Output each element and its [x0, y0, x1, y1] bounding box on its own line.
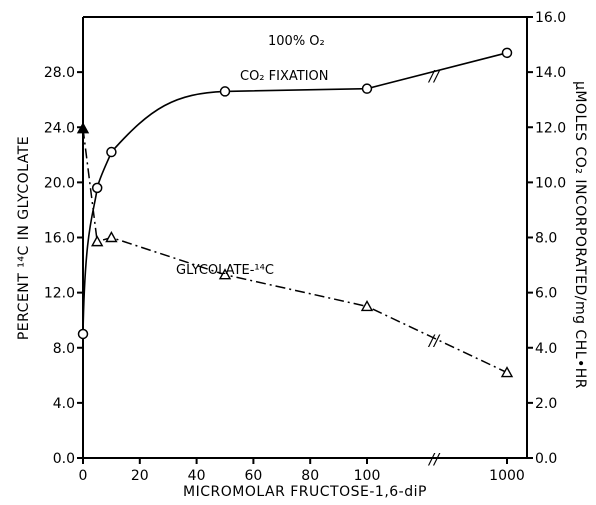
- glycolate-break-mark: //: [427, 331, 441, 349]
- left-tick-label: 16.0: [44, 231, 75, 247]
- x-tick-label: 20: [131, 468, 149, 484]
- x-tick-label: 1000: [489, 468, 525, 484]
- glycolate-label: GLYCOLATE-¹⁴C: [176, 263, 274, 278]
- right-tick-label: 4.0: [535, 341, 557, 357]
- oxygen-annotation: 100% O₂: [268, 34, 325, 49]
- right-tick-label: 12.0: [535, 120, 566, 136]
- y-axis-title-left: PERCENT ¹⁴C IN GLYCOLATE: [16, 136, 32, 340]
- co2-fixation-break-mark: //: [427, 67, 441, 85]
- left-tick-label: 12.0: [44, 286, 75, 302]
- x-axis-ticks: 0 20 40 60 80 100 1000: [79, 458, 525, 484]
- glycolate-point: [91, 235, 104, 247]
- left-tick-label: 8.0: [53, 341, 75, 357]
- x-tick-label: 60: [244, 468, 262, 484]
- co2-fixation-point: [91, 182, 103, 194]
- y-axis-title-right: μMOLES CO₂ INCORPORATED/mg CHL•HR: [572, 81, 588, 389]
- left-tick-label: 28.0: [44, 65, 75, 81]
- glycolate-point: [500, 366, 514, 378]
- glycolate-line: [82, 128, 508, 374]
- right-tick-label: 6.0: [535, 286, 557, 302]
- x-axis-break-mark: //: [427, 450, 441, 468]
- x-tick-label: 100: [354, 468, 381, 484]
- right-tick-label: 0.0: [535, 451, 557, 467]
- x-axis-title: MICROMOLAR FRUCTOSE-1,6-diP: [183, 484, 427, 500]
- co2-fixation-point: [361, 83, 373, 94]
- x-tick-label: 0: [79, 468, 88, 484]
- right-tick-label: 2.0: [535, 396, 557, 412]
- right-tick-label: 16.0: [535, 10, 566, 26]
- co2-fixation-point: [106, 146, 117, 158]
- glycolate-point: [76, 122, 90, 134]
- right-tick-label: 8.0: [535, 231, 557, 247]
- left-tick-label: 20.0: [44, 175, 75, 191]
- glycolate-point: [105, 231, 118, 243]
- left-axis-ticks: 0.0 4.0 8.0 12.0 16.0 20.0 24.0 28.0: [44, 65, 83, 467]
- series-layer: // CO₂ FIXATION // GLYCOLATE-¹⁴C: [76, 47, 514, 378]
- right-tick-label: 10.0: [535, 175, 566, 191]
- co2-fixation-label: CO₂ FIXATION: [240, 69, 329, 84]
- x-tick-label: 80: [301, 468, 319, 484]
- x-tick-label: 40: [188, 468, 206, 484]
- left-tick-label: 4.0: [53, 396, 75, 412]
- glycolate-point: [360, 299, 374, 312]
- glycolate-point: [218, 268, 232, 280]
- co2-fixation-point: [501, 47, 513, 59]
- right-tick-label: 14.0: [535, 65, 566, 81]
- plot-frame: //: [82, 16, 528, 468]
- left-tick-label: 24.0: [44, 120, 75, 136]
- co2-fixation-point: [77, 328, 89, 340]
- right-axis-ticks: 0.0 2.0 4.0 6.0 8.0 10.0 12.0 14.0 16.0: [527, 10, 566, 467]
- left-tick-label: 0.0: [53, 451, 75, 467]
- co2-fixation-line: [82, 52, 508, 334]
- co2-fixation-point: [219, 86, 231, 97]
